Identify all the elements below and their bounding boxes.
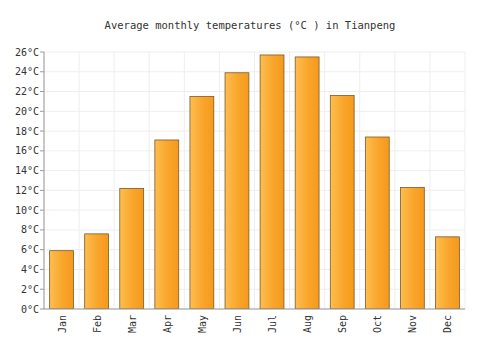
y-tick-label: 22°C: [15, 86, 39, 97]
y-tick-label: 10°C: [15, 205, 39, 216]
y-tick: [40, 210, 44, 211]
y-tick: [40, 249, 44, 250]
y-tick-label: 12°C: [15, 185, 39, 196]
y-tick-label: 0°C: [21, 304, 39, 315]
grid-line-vertical: [465, 52, 466, 309]
x-tick-label: Dec: [442, 315, 453, 333]
x-tick-label: Aug: [302, 315, 313, 333]
y-tick: [40, 170, 44, 171]
bar: [365, 137, 389, 309]
bars: [50, 55, 460, 309]
x-tick-label: Sep: [337, 315, 348, 333]
x-tick-label: Jul: [267, 315, 278, 333]
y-tick-label: 8°C: [21, 224, 39, 235]
grid-line-vertical: [254, 52, 255, 309]
grid-line-vertical: [359, 52, 360, 309]
title: Average monthly temperatures (°C ) in Ti…: [105, 19, 396, 31]
y-axis: [44, 52, 45, 309]
x-tick-label: Apr: [162, 315, 173, 333]
y-tick: [40, 71, 44, 72]
y-tick: [40, 309, 44, 310]
x-tick-label: Nov: [407, 315, 418, 333]
bar: [85, 234, 109, 309]
y-tick-label: 20°C: [15, 106, 39, 117]
grid-line-vertical: [219, 52, 220, 309]
bar: [295, 57, 319, 309]
y-tick: [40, 269, 44, 270]
y-tick: [40, 111, 44, 112]
grid-line-vertical: [324, 52, 325, 309]
x-tick-label: Oct: [372, 315, 383, 333]
y-tick: [40, 229, 44, 230]
x-tick-label: Mar: [127, 315, 138, 333]
grid-line-vertical: [429, 52, 430, 309]
bar: [50, 251, 74, 309]
y-tick-label: 24°C: [15, 66, 39, 77]
y-tick-label: 2°C: [21, 284, 39, 295]
x-tick-label: Jun: [232, 315, 243, 333]
y-tick: [40, 91, 44, 92]
y-tick-label: 6°C: [21, 244, 39, 255]
grid-line-vertical: [44, 52, 45, 309]
y-tick-label: 18°C: [15, 126, 39, 137]
chart-svg: Average monthly temperatures (°C ) in Ti…: [0, 0, 500, 350]
y-tick: [40, 52, 44, 53]
y-tick: [40, 150, 44, 151]
bar: [260, 55, 284, 309]
y-tick-label: 16°C: [15, 145, 39, 156]
bar: [120, 188, 144, 309]
y-tick-label: 14°C: [15, 165, 39, 176]
grid-line-vertical: [184, 52, 185, 309]
x-axis: [44, 309, 465, 310]
grid-line-vertical: [114, 52, 115, 309]
bar: [155, 140, 179, 309]
bar: [225, 73, 249, 309]
grid-line-vertical: [394, 52, 395, 309]
grid-line-vertical: [79, 52, 80, 309]
y-tick: [40, 190, 44, 191]
y-tick-label: 26°C: [15, 47, 39, 58]
grid-line: [44, 309, 465, 310]
x-tick-label: Jan: [57, 315, 68, 333]
grid-line-vertical: [289, 52, 290, 309]
grid-line-vertical: [149, 52, 150, 309]
y-tick: [40, 131, 44, 132]
x-tick-label: Feb: [92, 315, 103, 333]
x-tick-label: May: [197, 315, 208, 333]
bar: [400, 187, 424, 309]
bar: [330, 95, 354, 309]
chart-container: Average monthly temperatures (°C ) in Ti…: [0, 0, 500, 350]
bar: [190, 96, 214, 309]
y-tick-label: 4°C: [21, 264, 39, 275]
bar: [436, 237, 460, 309]
y-tick: [40, 289, 44, 290]
